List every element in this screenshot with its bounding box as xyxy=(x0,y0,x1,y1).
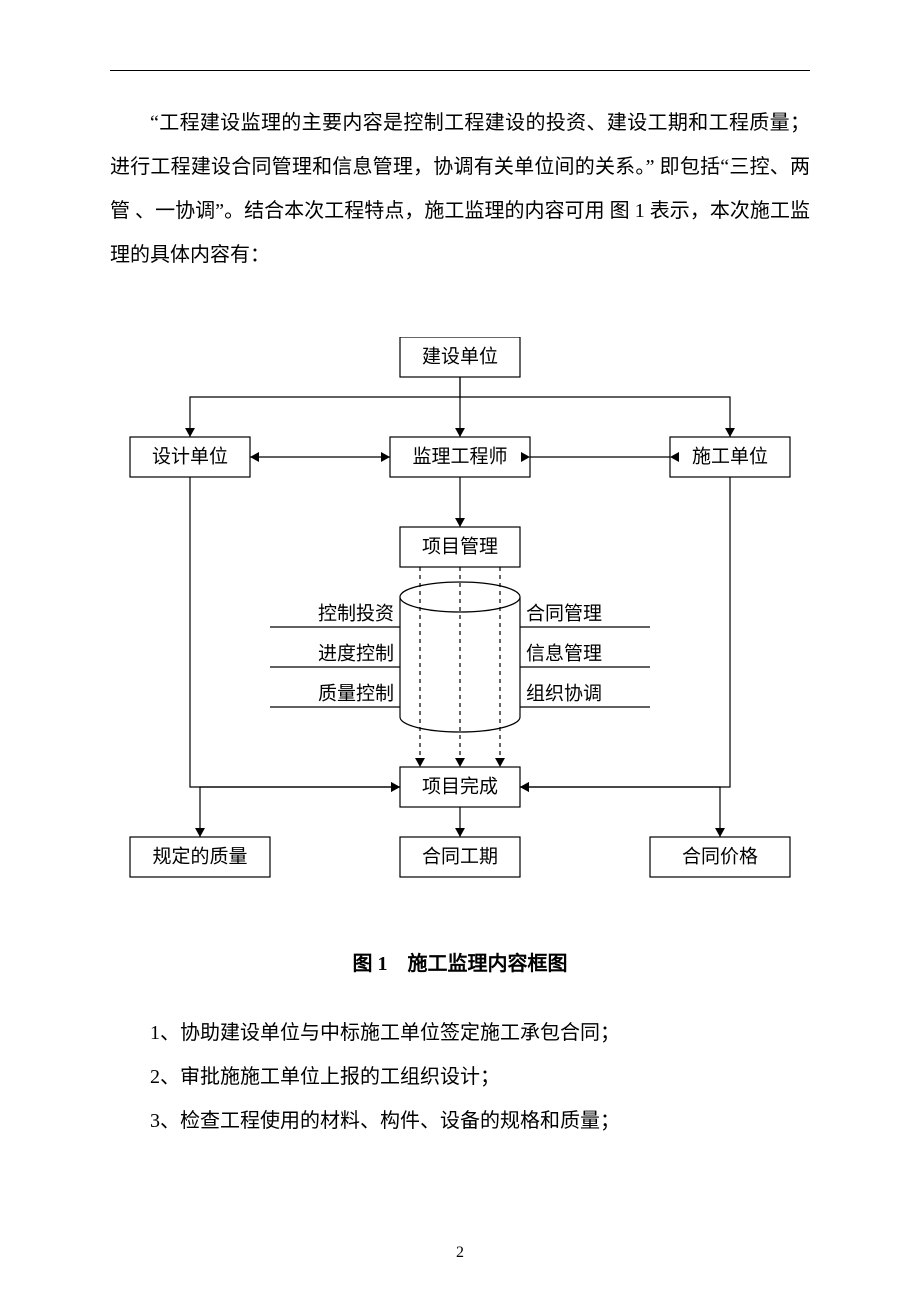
arrowhead-icon xyxy=(670,452,679,462)
edge-line xyxy=(520,477,730,787)
node-supervisor-label: 监理工程师 xyxy=(412,445,507,467)
top-rule xyxy=(110,70,810,71)
edge-line xyxy=(460,397,730,437)
node-quality-label: 规定的质量 xyxy=(152,845,247,867)
arrowhead-icon xyxy=(185,428,195,437)
arrowhead-icon xyxy=(250,452,259,462)
node-done-label: 项目完成 xyxy=(422,775,498,797)
intro-paragraph: “工程建设监理的主要内容是控制工程建设的投资、建设工期和工程质量；进行工程建设合… xyxy=(110,101,810,277)
arrowhead-icon xyxy=(725,428,735,437)
arrowhead-icon xyxy=(415,758,425,767)
node-owner-label: 建设单位 xyxy=(422,345,498,367)
cylinder-right-label: 组织协调 xyxy=(526,682,602,704)
arrowhead-icon xyxy=(455,828,465,837)
edge-line xyxy=(520,787,720,837)
arrowhead-icon xyxy=(195,828,205,837)
flowchart-svg: 建设单位设计单位 监理工程师 施工单位项目管理项目完成规定的质量 合同工期 合同价格 控制… xyxy=(110,337,810,897)
edge-line xyxy=(190,377,460,437)
numbered-list: 1、协助建设单位与中标施工单位签定施工承包合同； 2、审批施施工单位上报的工组织… xyxy=(110,1011,810,1143)
list-item: 3、检查工程使用的材料、构件、设备的规格和质量； xyxy=(110,1099,810,1143)
arrowhead-icon xyxy=(495,758,505,767)
edge-line xyxy=(200,787,400,837)
list-item: 1、协助建设单位与中标施工单位签定施工承包合同； xyxy=(110,1011,810,1055)
node-duration-label: 合同工期 xyxy=(422,845,498,867)
node-contractor-label: 施工单位 xyxy=(692,445,768,467)
page-number: 2 xyxy=(0,1244,920,1262)
flowchart-container: 建设单位设计单位 监理工程师 施工单位项目管理项目完成规定的质量 合同工期 合同价格 控制… xyxy=(110,337,810,902)
cylinder-left-label: 进度控制 xyxy=(318,642,394,664)
cylinder-right-label: 信息管理 xyxy=(526,642,602,664)
arrowhead-icon xyxy=(391,782,400,792)
arrowhead-icon xyxy=(455,758,465,767)
arrowhead-icon xyxy=(455,518,465,527)
node-price-label: 合同价格 xyxy=(682,845,758,867)
arrowhead-icon xyxy=(521,452,530,462)
node-designer-label: 设计单位 xyxy=(152,445,228,467)
cylinder-left-label: 质量控制 xyxy=(318,682,394,704)
arrowhead-icon xyxy=(715,828,725,837)
arrowhead-icon xyxy=(381,452,390,462)
edge-line xyxy=(190,477,400,787)
cylinder-right-label: 合同管理 xyxy=(526,602,602,624)
figure-caption: 图 1 施工监理内容框图 xyxy=(110,947,810,976)
list-item: 2、审批施施工单位上报的工组织设计； xyxy=(110,1055,810,1099)
cylinder-left-label: 控制投资 xyxy=(318,602,394,624)
arrowhead-icon xyxy=(455,428,465,437)
node-pm-label: 项目管理 xyxy=(422,535,498,557)
arrowhead-icon xyxy=(520,782,529,792)
